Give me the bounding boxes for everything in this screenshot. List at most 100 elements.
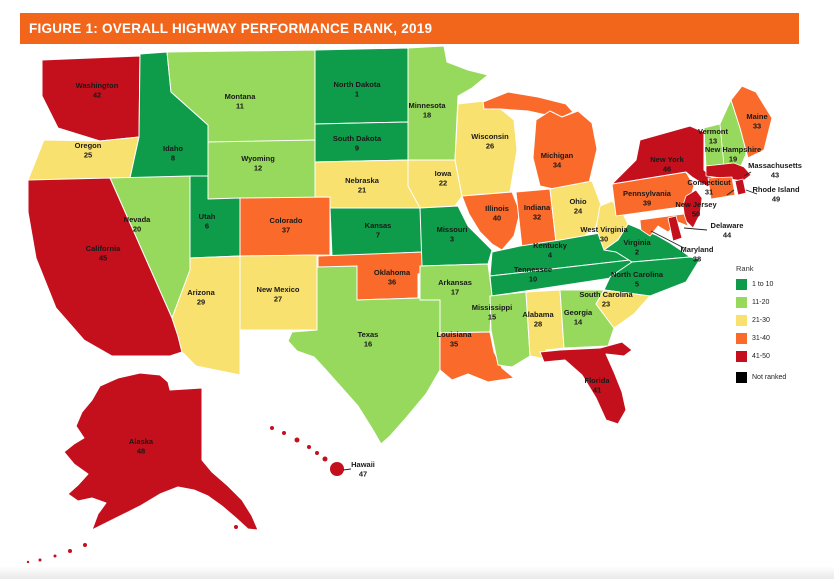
state-label-az: Arizona 29 <box>187 288 215 307</box>
state-alabama <box>525 289 565 361</box>
state-label-nh: New Hampshire 19 <box>705 145 761 164</box>
state-label-id: Idaho 8 <box>163 144 183 163</box>
state-label-la: Louisiana 35 <box>436 330 472 349</box>
state-label-ri: Rhode Island 49 <box>752 185 800 204</box>
state-label-tx: Texas 16 <box>358 330 379 349</box>
legend-swatch <box>736 279 747 290</box>
connecticut-leader-line <box>726 189 735 196</box>
legend: Rank 1 to 10 11-20 21-30 31-40 41-50 Not rank… <box>736 264 786 390</box>
state-florida <box>539 341 633 425</box>
state-colorado <box>239 196 331 257</box>
state-label-me: Maine 33 <box>746 112 767 131</box>
rhode-island-leader-line <box>745 189 758 195</box>
legend-item-label: 21-30 <box>752 317 770 324</box>
state-label-de: Delaware 44 <box>711 221 744 240</box>
state-label-sd: South Dakota 9 <box>333 134 382 153</box>
state-label-ma: Massachusetts 43 <box>748 161 802 180</box>
state-label-md: Maryland 38 <box>681 245 714 264</box>
state-label-ia: Iowa 22 <box>435 169 452 188</box>
state-label-ak: Alaska 48 <box>129 437 154 456</box>
state-label-nj: New Jersey 50 <box>675 200 717 219</box>
state-label-nd: North Dakota 1 <box>333 80 381 99</box>
delaware-leader-line <box>683 227 708 231</box>
state-label-or: Oregon 25 <box>75 141 102 160</box>
state-louisiana <box>439 331 515 383</box>
state-label-wy: Wyoming 12 <box>241 154 275 173</box>
state-label-wv: West Virginia 30 <box>580 225 628 244</box>
legend-item: 31-40 <box>736 333 786 344</box>
legend-swatch <box>736 372 747 383</box>
state-label-ct: Connecticut 31 <box>687 178 731 197</box>
state-washington <box>41 55 141 142</box>
legend-item: 1 to 10 <box>736 279 786 290</box>
state-label-pa: Pennsylvania 39 <box>623 189 672 208</box>
legend-item-label: 11-20 <box>752 299 770 306</box>
state-label-ks: Kansas 7 <box>365 221 392 240</box>
state-label-il: Illinois 40 <box>485 204 509 223</box>
state-label-ga: Georgia 14 <box>564 308 593 327</box>
state-label-tn: Tennessee 10 <box>514 265 552 284</box>
figure-title-bar: FIGURE 1: OVERALL HIGHWAY PERFORMANCE RA… <box>20 13 799 44</box>
state-label-fl: Florida 41 <box>584 376 610 395</box>
state-label-sc: South Carolina 23 <box>579 290 633 309</box>
state-delaware <box>667 215 683 242</box>
state-label-vt: Vermont 13 <box>698 127 729 146</box>
state-label-ny: New York 46 <box>650 155 684 174</box>
state-alaska <box>26 372 259 564</box>
legend-item: 21-30 <box>736 315 786 326</box>
state-label-ca: California 45 <box>86 244 121 263</box>
state-iowa <box>407 159 463 209</box>
state-label-ne: Nebraska 21 <box>345 176 380 195</box>
hawaii-leader-line <box>342 468 352 471</box>
massachusetts-leader-line <box>743 171 752 177</box>
legend-item-label: 1 to 10 <box>752 281 774 288</box>
legend-item: 41-50 <box>736 351 786 362</box>
state-label-al: Alabama 28 <box>522 310 554 329</box>
state-label-oh: Ohio 24 <box>569 197 586 216</box>
legend-swatch <box>736 315 747 326</box>
legend-swatch <box>736 297 747 308</box>
state-label-va: Virginia 2 <box>623 238 651 257</box>
state-california <box>27 177 183 357</box>
legend-item-label: 41-50 <box>752 353 770 360</box>
state-label-nv: Nevada 20 <box>124 215 152 234</box>
state-label-hi: Hawaii 47 <box>351 460 375 479</box>
state-label-mi: Michigan 34 <box>541 151 574 170</box>
figure-title: FIGURE 1: OVERALL HIGHWAY PERFORMANCE RA… <box>29 21 433 36</box>
state-label-wa: Washington 42 <box>76 81 119 100</box>
page-bottom-strip <box>0 566 834 579</box>
state-south-carolina <box>595 289 651 329</box>
state-label-mo: Missouri 3 <box>437 225 468 244</box>
state-new-jersey <box>682 189 703 229</box>
state-virginia <box>603 223 691 263</box>
state-label-co: Colorado 37 <box>270 216 303 235</box>
state-label-ms: Mississippi 15 <box>472 303 512 322</box>
state-label-wi: Wisconsin 26 <box>471 132 509 151</box>
state-label-ar: Arkansas 17 <box>438 278 472 297</box>
state-connecticut <box>707 176 736 200</box>
state-label-ky: Kentucky 4 <box>533 241 568 260</box>
legend-item: Not ranked <box>736 372 786 383</box>
state-label-nc: North Carolina 5 <box>611 270 664 289</box>
legend-swatch <box>736 351 747 362</box>
legend-swatch <box>736 333 747 344</box>
legend-title: Rank <box>736 264 754 273</box>
legend-items: 1 to 10 11-20 21-30 31-40 41-50 Not ranked <box>736 279 786 383</box>
state-maine <box>730 85 773 159</box>
legend-item-label: 31-40 <box>752 335 770 342</box>
state-massachusetts <box>705 162 752 182</box>
state-label-mt: Montana 11 <box>225 92 257 111</box>
state-label-mn: Minnesota 18 <box>408 101 446 120</box>
state-hawaii <box>270 426 344 476</box>
legend-item-label: Not ranked <box>752 374 787 381</box>
state-label-nm: New Mexico 27 <box>257 285 300 304</box>
state-label-ok: Oklahoma 36 <box>374 268 411 287</box>
maryland-leader-line <box>650 230 685 249</box>
state-label-in: Indiana 32 <box>524 203 551 222</box>
legend-item: 11-20 <box>736 297 786 308</box>
state-north-carolina <box>603 256 701 297</box>
state-rhode-island <box>734 178 747 196</box>
state-michigan <box>482 91 598 191</box>
